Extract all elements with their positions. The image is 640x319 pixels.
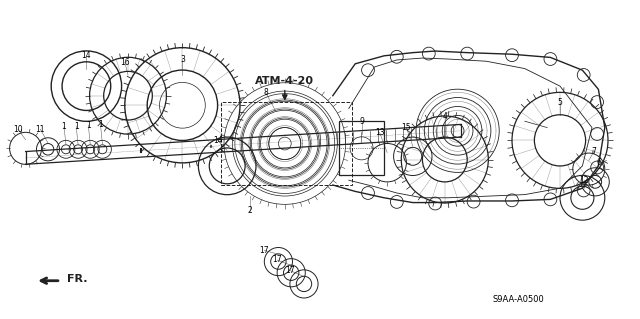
Text: 6: 6 xyxy=(596,158,602,167)
Text: 13: 13 xyxy=(374,128,385,137)
Text: 1: 1 xyxy=(74,122,79,130)
Text: 3: 3 xyxy=(180,55,185,63)
Text: S9AA-A0500: S9AA-A0500 xyxy=(493,295,544,304)
Text: 14: 14 xyxy=(212,136,223,145)
Text: 1: 1 xyxy=(61,122,67,131)
Text: ATM-4-20: ATM-4-20 xyxy=(255,76,314,86)
Text: 5: 5 xyxy=(557,98,563,107)
Text: 9: 9 xyxy=(359,117,364,126)
Text: 7: 7 xyxy=(591,147,596,156)
Bar xyxy=(221,102,352,185)
Text: 11: 11 xyxy=(36,125,45,134)
Text: 17: 17 xyxy=(285,266,295,275)
Bar xyxy=(339,122,384,175)
Text: 1: 1 xyxy=(86,121,91,130)
Text: 15: 15 xyxy=(401,123,412,132)
Text: FR.: FR. xyxy=(67,274,88,284)
Text: 12: 12 xyxy=(580,176,589,185)
Text: 16: 16 xyxy=(120,58,130,67)
Text: 4: 4 xyxy=(442,112,447,121)
Text: 14: 14 xyxy=(81,51,92,60)
Text: 2: 2 xyxy=(247,206,252,215)
Text: 10: 10 xyxy=(13,125,23,134)
Text: 1: 1 xyxy=(98,120,103,129)
Text: 17: 17 xyxy=(272,256,282,264)
Text: 17: 17 xyxy=(259,246,269,255)
Text: 8: 8 xyxy=(263,88,268,97)
